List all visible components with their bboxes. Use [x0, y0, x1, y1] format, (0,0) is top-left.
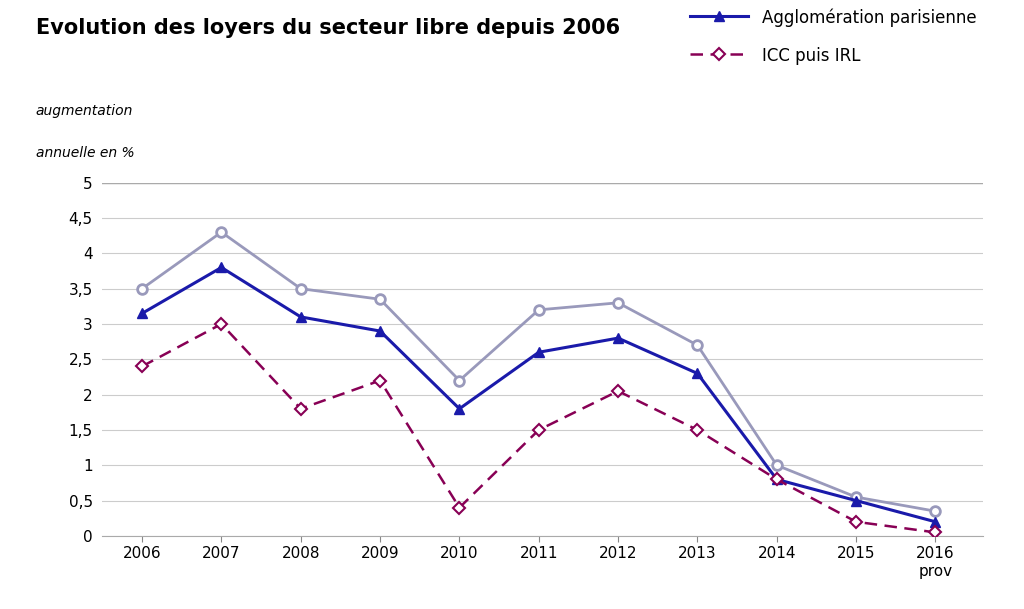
Paris	[771, 462, 783, 469]
Agglomération parisienne	[691, 370, 703, 377]
ICC puis IRL	[612, 387, 625, 395]
Paris	[612, 299, 625, 306]
ICC puis IRL	[532, 426, 545, 434]
Paris	[136, 285, 148, 292]
Line: Agglomération parisienne: Agglomération parisienne	[137, 262, 940, 527]
ICC puis IRL	[930, 529, 942, 536]
Agglomération parisienne	[612, 334, 625, 342]
Agglomération parisienne	[850, 497, 862, 504]
Paris	[691, 342, 703, 349]
Text: annuelle en %: annuelle en %	[36, 146, 134, 160]
ICC puis IRL	[850, 518, 862, 526]
ICC puis IRL	[295, 405, 307, 412]
Paris	[215, 228, 227, 236]
Agglomération parisienne	[454, 405, 466, 412]
Line: ICC puis IRL: ICC puis IRL	[138, 320, 940, 537]
Agglomération parisienne	[215, 264, 227, 271]
Paris	[930, 507, 942, 515]
ICC puis IRL	[374, 377, 386, 384]
ICC puis IRL	[215, 320, 227, 328]
Agglomération parisienne	[136, 310, 148, 317]
ICC puis IRL	[691, 426, 703, 434]
ICC puis IRL	[454, 504, 466, 512]
Text: augmentation: augmentation	[36, 104, 133, 118]
ICC puis IRL	[771, 476, 783, 483]
Paris	[295, 285, 307, 292]
Agglomération parisienne	[930, 518, 942, 526]
Legend: Paris, Agglomération parisienne, ICC puis IRL: Paris, Agglomération parisienne, ICC pui…	[683, 0, 983, 72]
Paris	[454, 377, 466, 384]
Paris	[532, 306, 545, 314]
Paris	[374, 295, 386, 303]
Line: Paris: Paris	[137, 227, 940, 516]
Agglomération parisienne	[374, 328, 386, 335]
Text: Evolution des loyers du secteur libre depuis 2006: Evolution des loyers du secteur libre de…	[36, 18, 620, 38]
Agglomération parisienne	[532, 348, 545, 356]
Paris	[850, 493, 862, 501]
Agglomération parisienne	[771, 476, 783, 483]
ICC puis IRL	[136, 363, 148, 370]
Agglomération parisienne	[295, 313, 307, 320]
